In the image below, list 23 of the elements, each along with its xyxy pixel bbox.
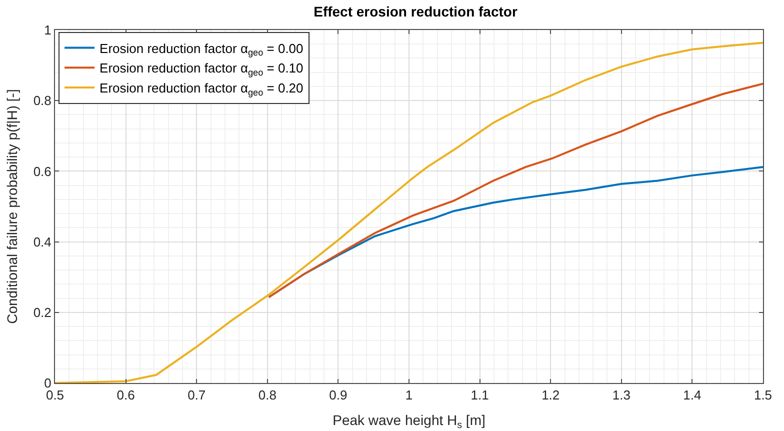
x-tick-label: 1.1 bbox=[470, 388, 489, 403]
y-tick-label: 0.4 bbox=[33, 234, 52, 250]
line-series bbox=[55, 42, 763, 383]
legend-label: Erosion reduction factor α$_{geo}$ = 0.00 bbox=[100, 40, 304, 58]
x-tick-label: 1.4 bbox=[683, 388, 702, 403]
y-tick-label: 0.8 bbox=[33, 93, 52, 108]
x-axis-title: Peak wave height H$_{s}$ [m] bbox=[332, 412, 486, 431]
x-tick-label: 0.6 bbox=[116, 388, 135, 403]
x-tick-label: 0.9 bbox=[329, 388, 348, 403]
x-tick-label: 1.3 bbox=[612, 388, 630, 403]
x-tick-label: 1 bbox=[405, 388, 413, 403]
x-tick-label: 1.5 bbox=[754, 388, 772, 403]
chart-title: Effect erosion reduction factor bbox=[314, 3, 518, 20]
y-tick-label: 0.6 bbox=[33, 164, 52, 179]
y-tick-label: 0.2 bbox=[33, 304, 52, 320]
y-tick-label: 1 bbox=[44, 22, 52, 38]
line-series bbox=[268, 82, 763, 298]
y-axis-title: Conditional failure probability p(f|H) [-] bbox=[4, 89, 20, 324]
legend-label: Erosion reduction factor α$_{geo}$ = 0.20 bbox=[100, 80, 304, 98]
legend-label: Erosion reduction factor α$_{geo}$ = 0.10 bbox=[100, 60, 304, 78]
x-tick-label: 0.7 bbox=[188, 388, 206, 403]
x-tick-label: 1.2 bbox=[542, 388, 560, 403]
x-tick-label: 0.8 bbox=[258, 388, 276, 403]
